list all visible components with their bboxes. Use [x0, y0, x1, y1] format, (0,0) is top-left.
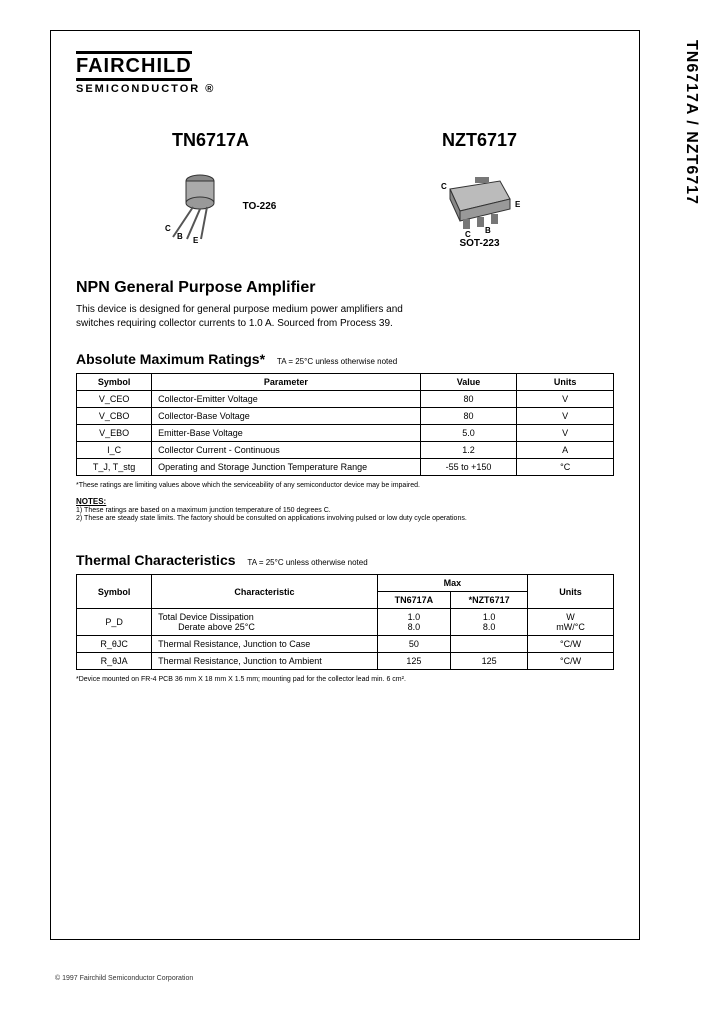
package-label: SOT-223: [358, 238, 600, 249]
ratings-footnote: *These ratings are limiting values above…: [76, 482, 614, 489]
ratings-table: Symbol Parameter Value Units V_CEOCollec…: [76, 373, 614, 476]
sot223-icon: C E B C: [425, 169, 535, 244]
col-characteristic: Characteristic: [152, 575, 378, 609]
thermal-table: Symbol Characteristic Max Units TN6717A …: [76, 574, 614, 670]
ratings-title: Absolute Maximum Ratings*: [76, 351, 265, 367]
main-heading: NPN General Purpose Amplifier: [76, 279, 614, 297]
notes-heading: NOTES:: [76, 497, 614, 506]
thermal-footnote: *Device mounted on FR-4 PCB 36 mm X 18 m…: [76, 676, 614, 683]
to226-icon: C B E: [145, 169, 235, 244]
svg-text:C: C: [441, 182, 447, 191]
package-image-sot223: C E B C: [358, 166, 600, 246]
logo-sub: SEMICONDUCTOR ®: [76, 83, 614, 95]
table-row: R_θJA Thermal Resistance, Junction to Am…: [77, 653, 614, 670]
table-row: P_D Total Device DissipationDerate above…: [77, 609, 614, 636]
svg-text:C: C: [165, 224, 171, 233]
package-label: TO-226: [243, 201, 277, 212]
description-text: This device is designed for general purp…: [76, 303, 426, 331]
package-title: TN6717A: [89, 130, 331, 151]
col-parameter: Parameter: [152, 374, 421, 391]
table-header-row: Symbol Characteristic Max Units: [77, 575, 614, 592]
table-row: R_θJC Thermal Resistance, Junction to Ca…: [77, 636, 614, 653]
table-row: I_CCollector Current - Continuous1.2A: [77, 442, 614, 459]
copyright-text: © 1997 Fairchild Semiconductor Corporati…: [55, 975, 193, 982]
svg-text:B: B: [177, 232, 183, 241]
col-max: Max: [377, 575, 527, 592]
svg-text:B: B: [485, 226, 491, 235]
ratings-note: TA = 25°C unless otherwise noted: [277, 357, 397, 366]
subcol-1: TN6717A: [377, 592, 450, 609]
table-header-row: Symbol Parameter Value Units: [77, 374, 614, 391]
note-line: 2) These are steady state limits. The fa…: [76, 515, 614, 522]
package-image-to226: C B E TO-226: [89, 166, 331, 246]
thermal-title: Thermal Characteristics: [76, 552, 236, 568]
package-left: TN6717A C B E TO-226: [89, 130, 331, 249]
col-symbol: Symbol: [77, 374, 152, 391]
package-title: NZT6717: [358, 130, 600, 151]
thermal-note: TA = 25°C unless otherwise noted: [247, 558, 367, 567]
col-units: Units: [517, 374, 614, 391]
table-row: V_EBOEmitter-Base Voltage5.0V: [77, 425, 614, 442]
col-units: Units: [528, 575, 614, 609]
svg-text:E: E: [515, 200, 521, 209]
table-row: V_CEOCollector-Emitter Voltage80V: [77, 391, 614, 408]
ratings-heading: Absolute Maximum Ratings* TA = 25°C unle…: [76, 351, 614, 367]
logo-main: FAIRCHILD: [76, 51, 192, 81]
col-symbol: Symbol: [77, 575, 152, 609]
note-line: 1) These ratings are based on a maximum …: [76, 507, 614, 514]
thermal-heading: Thermal Characteristics TA = 25°C unless…: [76, 552, 614, 568]
page-frame: FAIRCHILD SEMICONDUCTOR ® TN6717A C B E …: [50, 30, 640, 940]
svg-text:E: E: [193, 236, 199, 244]
subcol-2: *NZT6717: [451, 592, 528, 609]
col-value: Value: [420, 374, 517, 391]
table-row: V_CBOCollector-Base Voltage80V: [77, 408, 614, 425]
logo-block: FAIRCHILD SEMICONDUCTOR ®: [76, 51, 614, 95]
packages-row: TN6717A C B E TO-226 NZT6717: [76, 130, 614, 249]
side-part-label: TN6717A / NZT6717: [682, 40, 700, 205]
table-row: T_J, T_stgOperating and Storage Junction…: [77, 459, 614, 476]
package-right: NZT6717 C E B C SOT-223: [358, 130, 600, 249]
